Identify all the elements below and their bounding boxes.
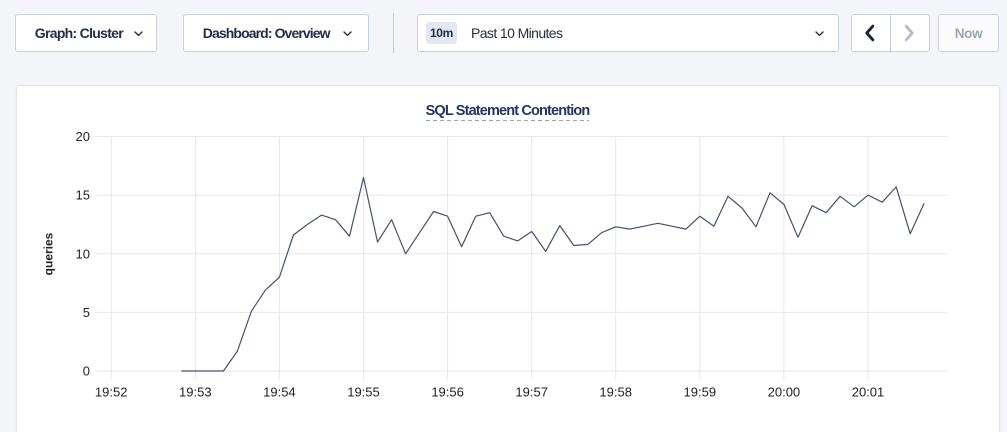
svg-text:19:56: 19:56 bbox=[431, 385, 464, 400]
svg-text:19:58: 19:58 bbox=[599, 385, 632, 400]
svg-text:20: 20 bbox=[76, 129, 90, 144]
svg-text:19:57: 19:57 bbox=[515, 385, 548, 400]
svg-text:queries: queries bbox=[42, 232, 56, 275]
svg-text:5: 5 bbox=[83, 305, 90, 320]
svg-text:19:54: 19:54 bbox=[263, 385, 296, 400]
svg-text:10: 10 bbox=[76, 246, 90, 261]
svg-text:19:55: 19:55 bbox=[347, 385, 380, 400]
svg-text:19:52: 19:52 bbox=[95, 385, 128, 400]
svg-text:0: 0 bbox=[83, 364, 90, 379]
svg-text:19:53: 19:53 bbox=[179, 385, 212, 400]
svg-text:19:59: 19:59 bbox=[684, 385, 717, 400]
svg-text:15: 15 bbox=[76, 188, 90, 203]
svg-text:20:01: 20:01 bbox=[852, 385, 885, 400]
svg-text:20:00: 20:00 bbox=[768, 385, 801, 400]
